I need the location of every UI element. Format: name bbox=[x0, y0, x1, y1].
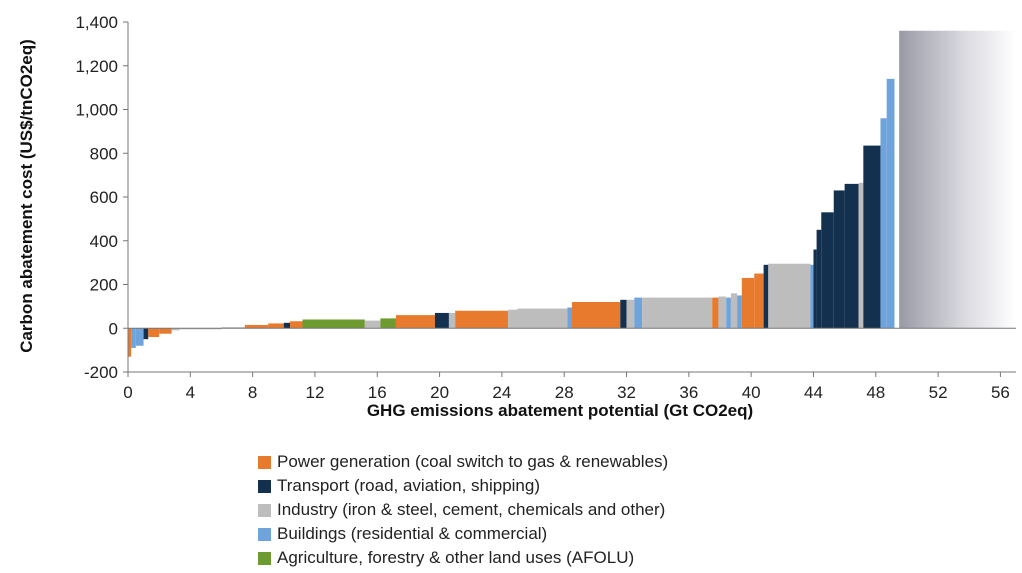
y-axis-title: Carbon abatement cost (US$/tnCO2eq) bbox=[17, 39, 36, 353]
bar-buildings-2 bbox=[135, 328, 144, 346]
x-tick-label: 44 bbox=[804, 383, 823, 402]
bar-power-5 bbox=[159, 328, 172, 334]
y-tick-label: -200 bbox=[84, 363, 118, 382]
y-tick-label: 0 bbox=[109, 319, 118, 338]
legend-swatch-industry bbox=[258, 503, 271, 517]
bar-power-9 bbox=[244, 324, 269, 329]
x-tick-label: 56 bbox=[991, 383, 1010, 402]
bar-power-0 bbox=[128, 328, 132, 357]
bar-transport-17 bbox=[434, 312, 449, 329]
bar-industry-36 bbox=[768, 263, 811, 329]
bar-afolu-13 bbox=[302, 319, 365, 329]
legend-swatch-afolu bbox=[258, 551, 271, 565]
bar-industry-43 bbox=[858, 182, 864, 329]
bar-power-34 bbox=[754, 273, 764, 329]
bar-power-10 bbox=[268, 323, 284, 329]
legend: Power generation (coal switch to gas & r… bbox=[258, 450, 668, 570]
bar-afolu-15 bbox=[380, 318, 396, 329]
bar-transport-3 bbox=[143, 328, 149, 340]
legend-swatch-transport bbox=[258, 479, 271, 493]
legend-item-industry: Industry (iron & steel, cement, chemical… bbox=[258, 498, 668, 522]
legend-label-afolu: Agriculture, forestry & other land uses … bbox=[277, 548, 635, 567]
bar-industry-7 bbox=[179, 328, 222, 330]
bar-transport-24 bbox=[620, 299, 627, 329]
bar-power-33 bbox=[741, 277, 755, 329]
x-tick-label: 0 bbox=[123, 383, 132, 402]
x-tick-label: 20 bbox=[430, 383, 449, 402]
x-tick-label: 8 bbox=[248, 383, 257, 402]
legend-label-transport: Transport (road, aviation, shipping) bbox=[277, 476, 541, 495]
x-tick-label: 32 bbox=[617, 383, 636, 402]
bar-buildings-32 bbox=[737, 295, 742, 329]
x-tick-label: 16 bbox=[368, 383, 387, 402]
y-tick-label: 400 bbox=[90, 232, 118, 251]
x-tick-label: 48 bbox=[866, 383, 885, 402]
shaded-region-layer bbox=[899, 30, 1016, 329]
legend-label-industry: Industry (iron & steel, cement, chemical… bbox=[277, 500, 666, 519]
y-tick-label: 1,000 bbox=[75, 101, 118, 120]
bar-transport-38 bbox=[813, 249, 817, 329]
bar-transport-44 bbox=[863, 145, 881, 329]
bar-industry-27 bbox=[642, 297, 713, 329]
y-tick-label: 1,200 bbox=[75, 57, 118, 76]
x-tick-label: 12 bbox=[305, 383, 324, 402]
bar-transport-11 bbox=[283, 322, 291, 329]
bar-power-4 bbox=[148, 328, 160, 337]
legend-item-afolu: Agriculture, forestry & other land uses … bbox=[258, 546, 668, 570]
bar-industry-20 bbox=[508, 309, 518, 329]
x-tick-label: 36 bbox=[679, 383, 698, 402]
y-tick-label: 200 bbox=[90, 276, 118, 295]
legend-label-buildings: Buildings (residential & commercial) bbox=[277, 524, 548, 543]
bar-buildings-30 bbox=[726, 297, 731, 329]
bar-power-23 bbox=[572, 302, 621, 329]
shaded-region bbox=[899, 30, 1016, 329]
x-tick-label: 24 bbox=[492, 383, 511, 402]
bar-power-12 bbox=[290, 321, 303, 329]
legend-label-power: Power generation (coal switch to gas & r… bbox=[277, 452, 669, 471]
bar-industry-31 bbox=[730, 293, 738, 329]
bar-transport-35 bbox=[763, 264, 769, 329]
y-tick-label: 1,400 bbox=[75, 13, 118, 32]
bar-industry-25 bbox=[626, 299, 635, 329]
x-tick-label: 4 bbox=[186, 383, 195, 402]
legend-item-power: Power generation (coal switch to gas & r… bbox=[258, 450, 668, 474]
x-tick-label: 52 bbox=[929, 383, 948, 402]
x-axis-title: GHG emissions abatement potential (Gt CO… bbox=[367, 401, 753, 420]
bar-power-28 bbox=[712, 297, 719, 329]
bar-buildings-45 bbox=[880, 118, 887, 329]
y-tick-label: 600 bbox=[90, 188, 118, 207]
bar-industry-21 bbox=[517, 308, 568, 329]
legend-swatch-buildings bbox=[258, 527, 271, 541]
bar-transport-42 bbox=[844, 183, 859, 329]
bar-power-19 bbox=[455, 310, 509, 329]
legend-item-transport: Transport (road, aviation, shipping) bbox=[258, 474, 668, 498]
bar-industry-29 bbox=[718, 296, 727, 329]
bar-buildings-1 bbox=[131, 328, 136, 348]
bar-industry-6 bbox=[171, 328, 180, 331]
bar-buildings-37 bbox=[810, 264, 814, 329]
x-tick-label: 28 bbox=[555, 383, 574, 402]
bar-transport-39 bbox=[816, 229, 822, 329]
bar-buildings-46 bbox=[886, 78, 895, 329]
y-tick-label: 800 bbox=[90, 144, 118, 163]
bar-buildings-26 bbox=[634, 297, 643, 329]
bar-industry-14 bbox=[364, 320, 381, 329]
legend-swatch-power bbox=[258, 455, 271, 469]
bar-industry-18 bbox=[448, 312, 456, 329]
bar-power-16 bbox=[395, 315, 435, 329]
bar-industry-8 bbox=[221, 327, 245, 329]
legend-item-buildings: Buildings (residential & commercial) bbox=[258, 522, 668, 546]
bar-transport-41 bbox=[833, 190, 845, 329]
bar-transport-40 bbox=[821, 212, 834, 329]
bar-buildings-22 bbox=[567, 307, 572, 329]
x-tick-label: 40 bbox=[742, 383, 761, 402]
bars-layer bbox=[128, 78, 895, 357]
